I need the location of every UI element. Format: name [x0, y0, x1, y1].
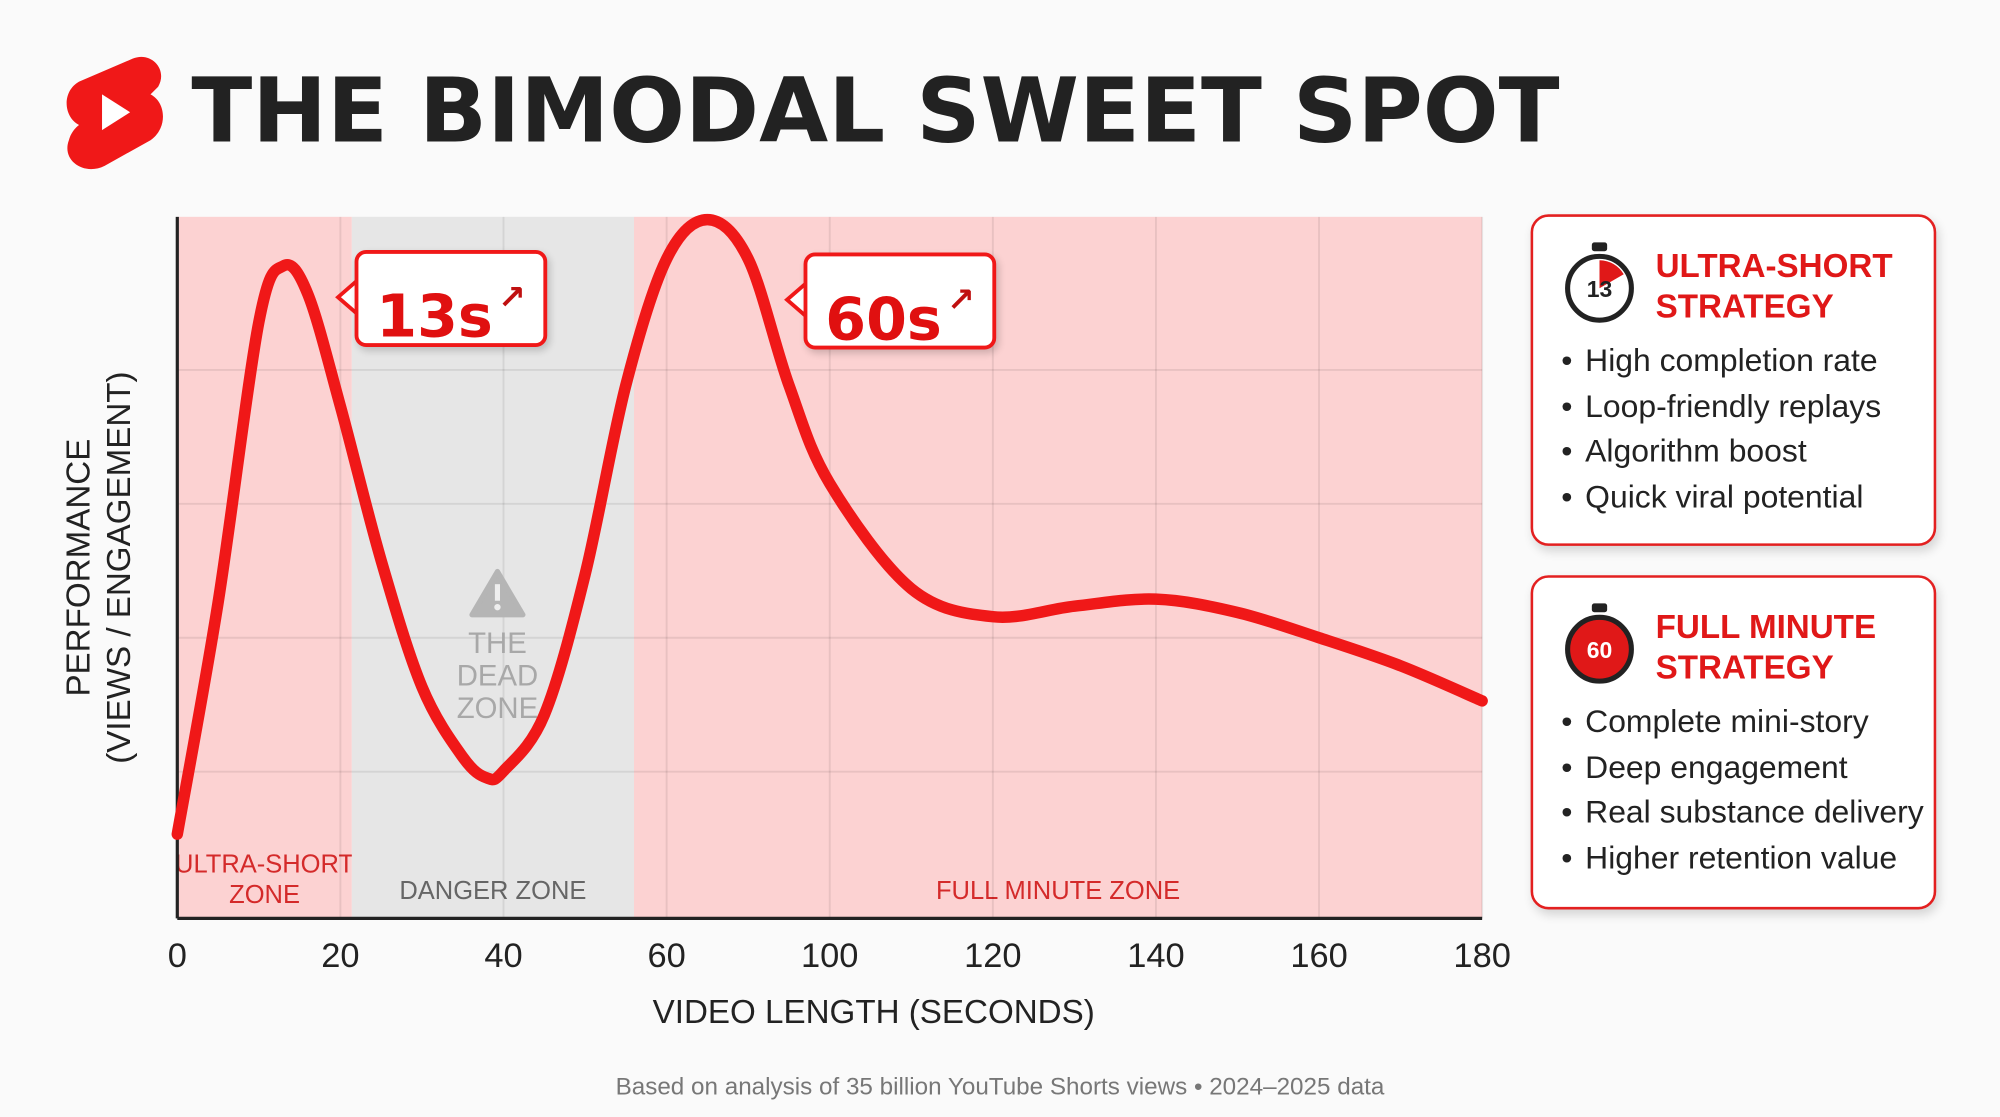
shorts-logo — [66, 56, 163, 170]
x-tick-label: 0 — [168, 937, 187, 975]
footer: Based on analysis of 35 billion YouTube … — [615, 1073, 1385, 1101]
bullet-list: High completion rateLoop-friendly replay… — [1561, 339, 1881, 520]
x-tick-label: 140 — [1127, 937, 1184, 975]
card-title: FULL MINUTE STRATEGY — [1656, 606, 1876, 688]
performance-line — [171, 213, 1488, 840]
stopwatch-number: 13 — [1587, 276, 1613, 302]
x-tick-label: 160 — [1290, 937, 1347, 975]
warning-mark — [494, 584, 500, 601]
y-axis-label-line: (VIEWS / ENGAGEMENT) — [101, 371, 138, 763]
callout-text: 60s — [825, 284, 942, 354]
arrow-icon: ↗ — [946, 281, 975, 321]
warning-dot — [494, 603, 501, 611]
y-axis-label-line: PERFORMANCE — [60, 439, 97, 697]
card-title-line: ULTRA-SHORT — [1655, 246, 1893, 285]
bullet: Real substance delivery — [1561, 791, 1924, 836]
x-tick-label: 20 — [321, 937, 359, 975]
bullet: Higher retention value — [1561, 836, 1923, 881]
stopwatch-face — [1565, 614, 1634, 684]
zone-label-line: ZONE — [229, 881, 300, 909]
callout-text: 13s — [376, 281, 493, 351]
x-tick-label: 40 — [484, 937, 522, 975]
stopwatch-number: 60 — [1587, 637, 1613, 663]
zone-label: FULL MINUTE ZONE — [936, 877, 1180, 905]
bullet: High completion rate — [1561, 339, 1881, 384]
x-tick-label: 120 — [964, 937, 1021, 975]
card-title-line: STRATEGY — [1655, 286, 1834, 326]
x-axis-label: VIDEO LENGTH (SECONDS) — [653, 994, 1095, 1031]
dead-zone-label: THE — [468, 627, 527, 660]
card-title: ULTRA-SHORT STRATEGY — [1656, 245, 1893, 327]
card-title-line: FULL MINUTE — [1655, 607, 1877, 646]
bullet: Complete mini-story — [1561, 700, 1923, 745]
zone-label: ULTRA-SHORT ZONE — [175, 850, 354, 909]
stopwatch-sector — [1599, 260, 1624, 289]
dead-zone-label: DEAD — [457, 660, 538, 693]
zone — [633, 216, 1483, 919]
page-title: THE BIMODAL SWEET SPOT — [191, 58, 1560, 164]
stopwatch-crown — [1591, 603, 1608, 613]
bullet: Loop-friendly replays — [1561, 385, 1881, 430]
y-axis-label: PERFORMANCE (VIEWS / ENGAGEMENT) — [60, 371, 138, 763]
arrow-icon: ↗ — [497, 279, 526, 318]
zone-label-line: FULL MINUTE ZONE — [936, 877, 1180, 905]
bullet: Algorithm boost — [1561, 430, 1881, 475]
x-tick-label: 60 — [647, 937, 685, 975]
bullet: Quick viral potential — [1561, 475, 1881, 520]
stopwatch-icon: 13 — [1565, 242, 1634, 323]
bullet: Deep engagement — [1561, 746, 1923, 791]
zone-label-line: DANGER ZONE — [399, 877, 586, 905]
stopwatch-icon: 60 — [1565, 603, 1634, 684]
callout: 13s ↗ — [354, 249, 548, 351]
card-title-line: STRATEGY — [1655, 647, 1834, 687]
dead-zone-icon — [469, 568, 526, 618]
x-tick-label: 100 — [801, 937, 858, 975]
stopwatch-crown — [1591, 242, 1608, 252]
x-tick-label: 180 — [1453, 937, 1510, 975]
dead-zone-label: ZONE — [457, 692, 538, 725]
callout: 60s ↗ — [803, 252, 997, 354]
zone-label: DANGER ZONE — [399, 877, 586, 905]
zone-label-line: ULTRA-SHORT — [175, 850, 354, 878]
bullet-list: Complete mini-storyDeep engagementReal s… — [1561, 700, 1924, 881]
